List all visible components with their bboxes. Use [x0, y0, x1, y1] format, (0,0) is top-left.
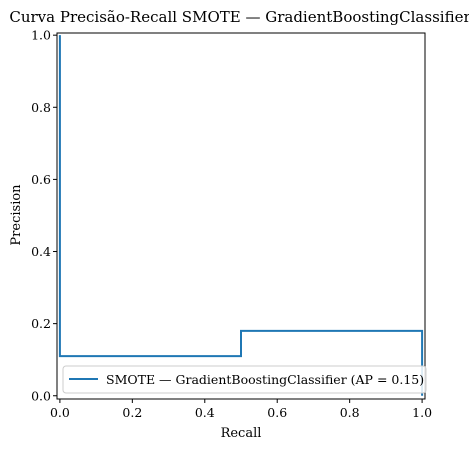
- series-line-0: [58, 35, 424, 396]
- x-axis-ticks: 0.0 0.2 0.4 0.6 0.8 1.0: [50, 399, 432, 420]
- x-tick-label-2: 0.4: [195, 405, 215, 420]
- y-axis-ticks: 0.0 0.2 0.4 0.6 0.8 1.0: [31, 28, 57, 403]
- series-layer: [58, 35, 424, 396]
- x-tick-label-4: 0.8: [340, 405, 360, 420]
- legend: SMOTE — GradientBoostingClassifier (AP =…: [62, 365, 427, 394]
- x-tick-label-5: 1.0: [412, 405, 432, 420]
- x-axis-label: Recall: [221, 426, 262, 441]
- x-tick-label-0: 0.0: [50, 405, 70, 420]
- chart-title: Curva Precisão-Recall SMOTE — GradientBo…: [9, 8, 469, 26]
- y-tick-label-4: 0.8: [31, 100, 51, 115]
- x-tick-label-1: 0.2: [122, 405, 142, 420]
- x-tick-label-3: 0.6: [267, 405, 287, 420]
- y-tick-label-3: 0.6: [31, 172, 51, 187]
- y-tick-label-5: 1.0: [31, 28, 51, 43]
- legend-entry-label: SMOTE — GradientBoostingClassifier (AP =…: [106, 372, 424, 387]
- y-tick-label-2: 0.4: [31, 244, 51, 259]
- y-tick-label-1: 0.2: [31, 316, 51, 331]
- y-tick-label-0: 0.0: [31, 388, 51, 403]
- legend-box: [62, 365, 427, 394]
- y-axis-label: Precision: [9, 184, 24, 246]
- axes-frame: [56, 32, 426, 400]
